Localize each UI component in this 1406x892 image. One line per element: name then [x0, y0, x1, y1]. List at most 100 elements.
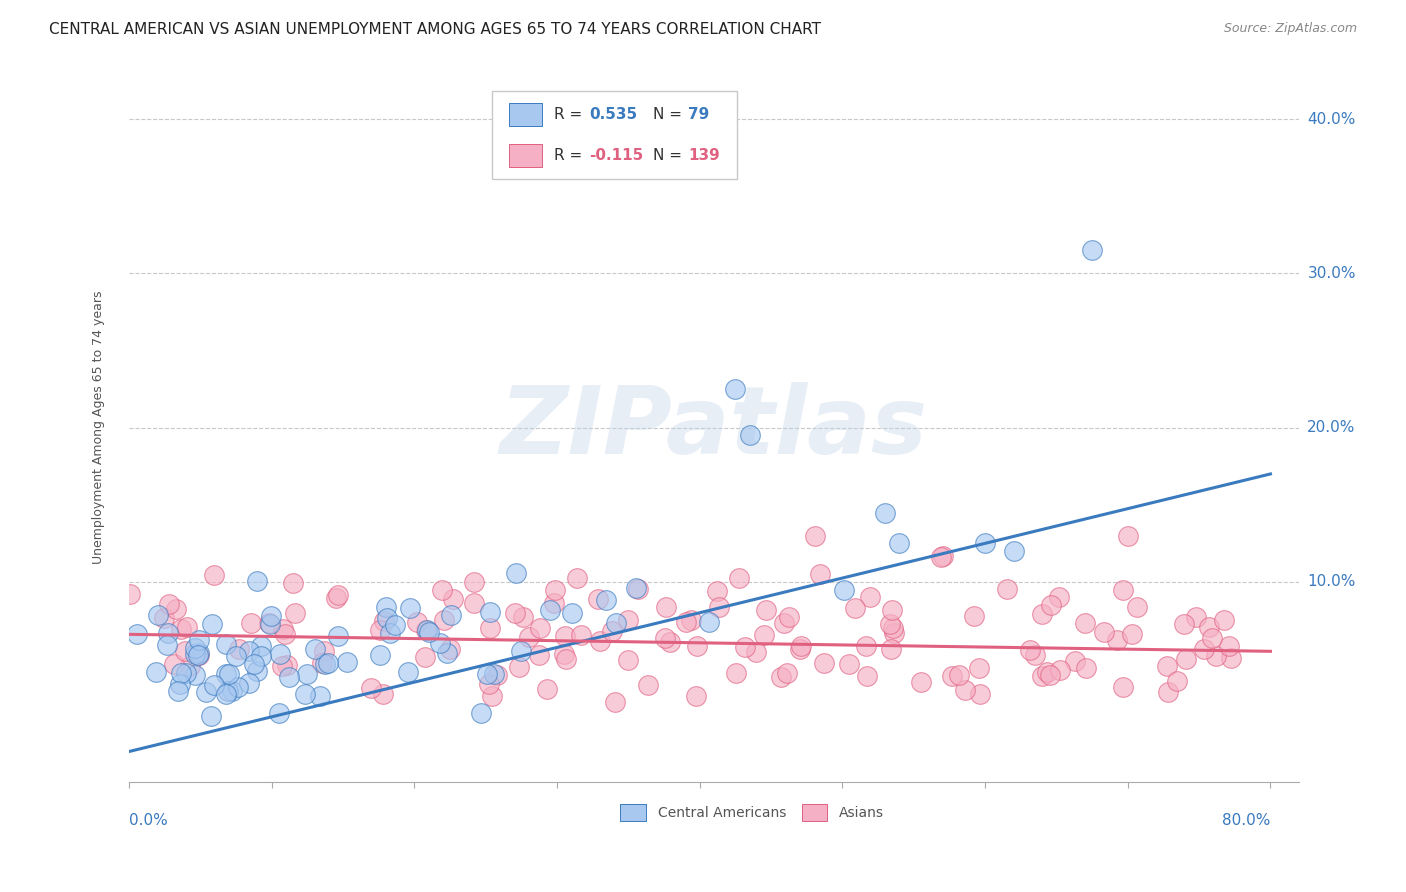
Point [283, 576, 305, 591]
Text: Asians: Asians [839, 805, 884, 820]
Point [173, 644, 195, 658]
Point [941, 669, 963, 683]
Point [375, 610, 398, 624]
Point [838, 657, 860, 671]
Point [187, 648, 209, 662]
FancyBboxPatch shape [509, 103, 541, 126]
Point [686, 639, 709, 653]
Point [555, 652, 578, 666]
Y-axis label: Unemployment Among Ages 65 to 74 years: Unemployment Among Ages 65 to 74 years [93, 291, 105, 565]
Point [360, 681, 382, 696]
Point [772, 616, 794, 631]
Point [1192, 642, 1215, 657]
Point [375, 599, 398, 614]
Point [125, 627, 148, 641]
Point [508, 660, 530, 674]
Point [238, 644, 260, 658]
Point [202, 567, 225, 582]
Point [259, 616, 281, 631]
Point [1031, 669, 1053, 683]
Point [157, 598, 180, 612]
Point [399, 601, 422, 615]
Point [200, 708, 222, 723]
Point [725, 665, 748, 680]
Point [586, 592, 609, 607]
Point [284, 606, 307, 620]
Point [184, 647, 207, 661]
Point [250, 639, 273, 653]
Point [1205, 648, 1227, 663]
Point [778, 610, 800, 624]
Point [157, 626, 180, 640]
Point [249, 648, 271, 663]
Point [278, 670, 301, 684]
Point [754, 628, 776, 642]
Point [948, 668, 970, 682]
Point [808, 567, 831, 582]
Point [184, 641, 207, 656]
Point [929, 549, 952, 564]
Point [1002, 544, 1025, 558]
Point [1081, 244, 1104, 258]
Point [510, 644, 533, 658]
Point [803, 528, 825, 542]
Point [1198, 620, 1220, 634]
Point [697, 615, 720, 630]
Point [882, 621, 904, 635]
Point [1175, 652, 1198, 666]
Point [429, 636, 451, 650]
Point [463, 574, 485, 589]
Point [225, 649, 247, 664]
Point [270, 658, 292, 673]
Point [675, 615, 697, 629]
Point [889, 536, 911, 550]
Point [1157, 684, 1180, 698]
Point [215, 637, 238, 651]
Point [617, 653, 640, 667]
Point [637, 678, 659, 692]
Point [120, 587, 142, 601]
Point [416, 623, 439, 637]
Point [565, 571, 588, 585]
Point [170, 622, 193, 636]
Point [440, 608, 463, 623]
Point [430, 582, 453, 597]
Point [297, 666, 319, 681]
Point [415, 623, 437, 637]
Point [655, 599, 678, 614]
Point [145, 665, 167, 680]
Point [373, 614, 395, 628]
Point [1218, 639, 1240, 653]
Point [883, 625, 905, 640]
Point [246, 574, 269, 589]
Point [855, 669, 877, 683]
Point [271, 623, 294, 637]
Text: CENTRAL AMERICAN VS ASIAN UNEMPLOYMENT AMONG AGES 65 TO 74 YEARS CORRELATION CHA: CENTRAL AMERICAN VS ASIAN UNEMPLOYMENT A… [49, 22, 821, 37]
Point [308, 689, 330, 703]
Point [276, 658, 298, 673]
Point [238, 676, 260, 690]
Point [169, 677, 191, 691]
Point [155, 638, 177, 652]
Text: ZIPatlas: ZIPatlas [501, 382, 928, 474]
Text: N =: N = [654, 148, 688, 163]
Point [879, 617, 901, 632]
Point [1107, 633, 1129, 648]
Point [543, 596, 565, 610]
Point [368, 623, 391, 637]
Point [813, 656, 835, 670]
Point [569, 628, 592, 642]
Point [373, 687, 395, 701]
Point [969, 687, 991, 701]
Point [589, 633, 612, 648]
Point [384, 617, 406, 632]
Point [368, 648, 391, 662]
Point [727, 571, 749, 585]
Point [432, 613, 454, 627]
Point [328, 588, 350, 602]
Point [485, 667, 508, 681]
Point [529, 621, 551, 635]
FancyBboxPatch shape [801, 804, 828, 822]
Point [659, 634, 682, 648]
Point [724, 382, 747, 396]
